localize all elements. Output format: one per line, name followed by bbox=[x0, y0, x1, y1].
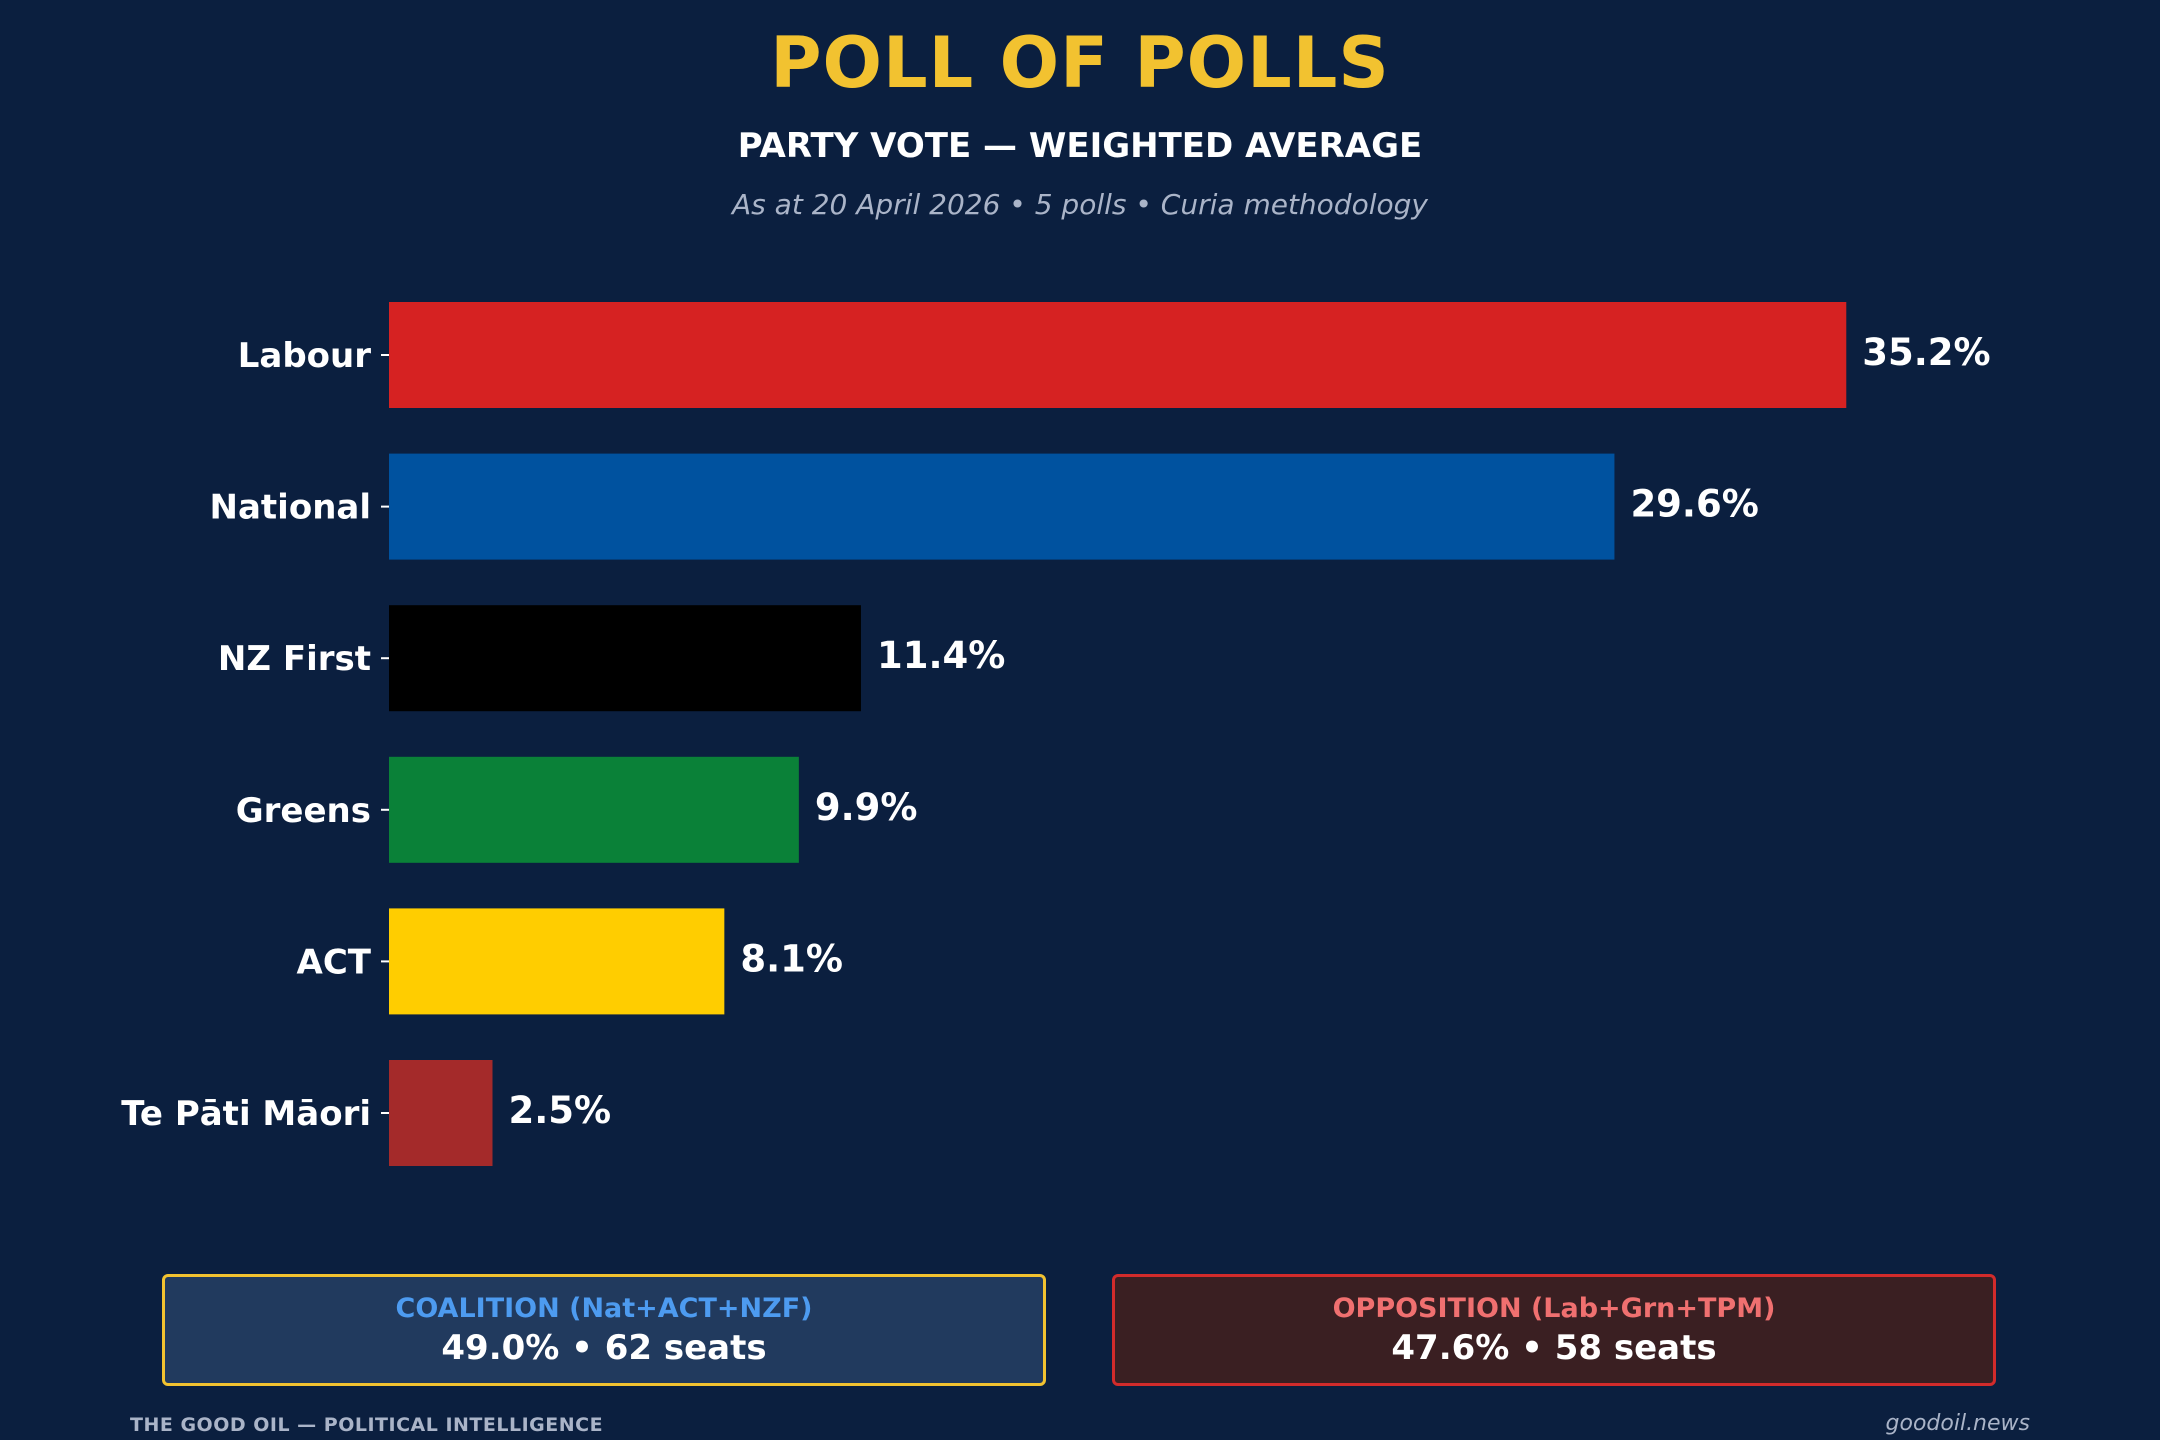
category-label: ACT bbox=[297, 942, 372, 982]
chart-meta: As at 20 April 2026 • 5 polls • Curia me… bbox=[732, 188, 1428, 221]
footer-url: goodoil.news bbox=[1885, 1411, 2030, 1436]
chart-title: POLL OF POLLS bbox=[770, 22, 1390, 104]
category-label: National bbox=[210, 488, 371, 528]
opposition-stats: 47.6% • 58 seats bbox=[1391, 1328, 1717, 1368]
value-label: 2.5% bbox=[509, 1089, 612, 1132]
category-label: Te Pāti Māori bbox=[121, 1094, 371, 1134]
value-label: 35.2% bbox=[1862, 331, 1990, 374]
opposition-label: OPPOSITION (Lab+Grn+TPM) bbox=[1332, 1293, 1776, 1324]
bar-national bbox=[389, 453, 1615, 560]
category-label: Labour bbox=[238, 336, 372, 376]
value-label: 29.6% bbox=[1630, 483, 1758, 526]
value-label: 9.9% bbox=[815, 786, 918, 829]
bar-act bbox=[389, 908, 725, 1015]
coalition-label: COALITION (Nat+ACT+NZF) bbox=[395, 1293, 813, 1324]
coalition-summary-box: COALITION (Nat+ACT+NZF) 49.0% • 62 seats bbox=[162, 1274, 1046, 1386]
bar-labour bbox=[389, 302, 1847, 408]
coalition-stats: 49.0% • 62 seats bbox=[441, 1328, 767, 1368]
bar-chart: Labour 35.2% National 29.6% NZ First 11.4% Gre… bbox=[121, 302, 1991, 1166]
bar-te-p-ti-m-ori bbox=[389, 1060, 493, 1166]
opposition-summary-box: OPPOSITION (Lab+Grn+TPM) 47.6% • 58 seat… bbox=[1112, 1274, 1996, 1386]
bar-nz-first bbox=[389, 605, 861, 712]
category-label: Greens bbox=[236, 791, 371, 831]
value-label: 11.4% bbox=[877, 634, 1005, 677]
bar-greens bbox=[389, 756, 799, 863]
value-label: 8.1% bbox=[740, 937, 843, 980]
footer-brand: THE GOOD OIL — POLITICAL INTELLIGENCE bbox=[130, 1414, 604, 1436]
category-label: NZ First bbox=[218, 639, 371, 679]
chart-subtitle: PARTY VOTE — WEIGHTED AVERAGE bbox=[737, 126, 1423, 166]
